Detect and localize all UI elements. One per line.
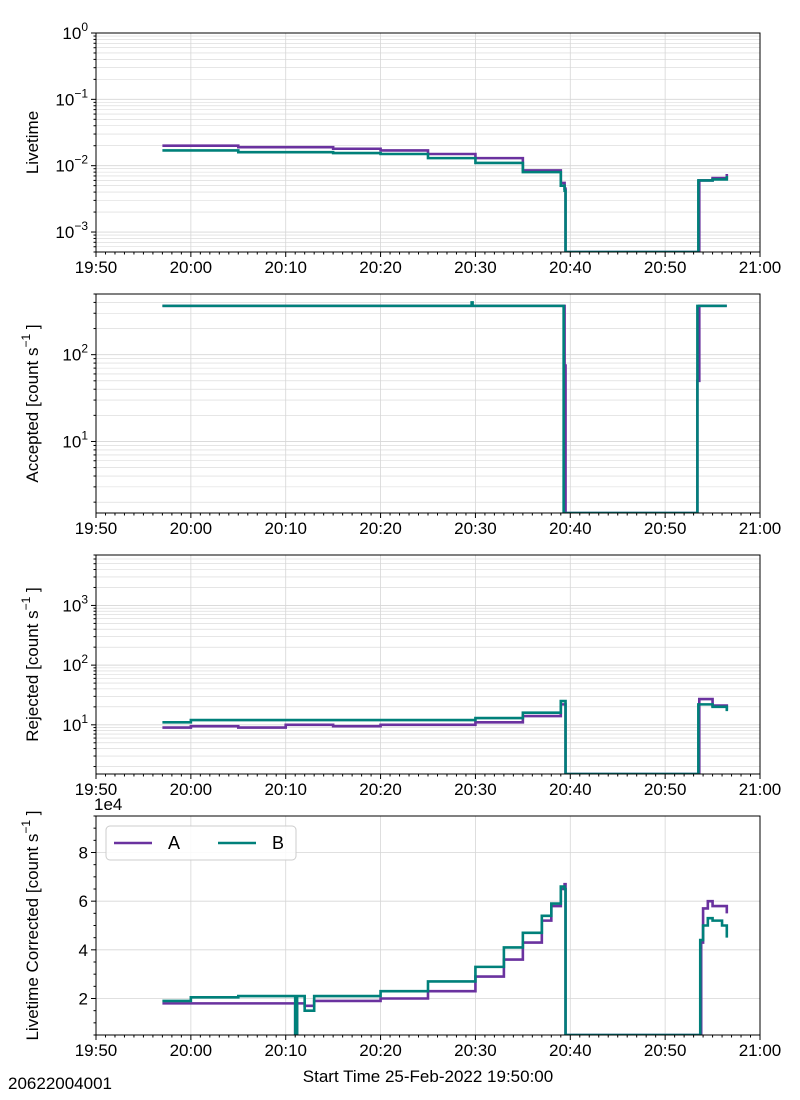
- legend-label-A: A: [168, 833, 180, 853]
- y-axis-ticks: [91, 554, 96, 768]
- x-tick-label: 20:30: [454, 780, 497, 799]
- x-tick-label: 20:50: [644, 519, 687, 538]
- chart-panel-3: 19:50 20:00 20:10 20:20 20:30 20:40 20:50 21:00…: [19, 554, 782, 799]
- axes-frame: [95, 32, 761, 253]
- series-line-B: [162, 885, 729, 1035]
- y-tick-label: 10−2: [55, 153, 88, 176]
- y-axis-label: Accepted [count s−1 ]: [19, 324, 42, 482]
- y-axis-ticks: [91, 32, 96, 253]
- x-tick-label: 20:00: [170, 780, 213, 799]
- x-tick-label: 20:00: [170, 519, 213, 538]
- y-tick-label: 10−3: [55, 219, 88, 242]
- x-tick-label: 20:10: [264, 258, 307, 277]
- x-tick-label: 20:20: [359, 519, 402, 538]
- x-tick-label: 20:50: [644, 258, 687, 277]
- x-axis-ticks: [95, 774, 761, 779]
- y-axis-label: Livetime Corrected [count s−1 ]: [19, 810, 42, 1040]
- series-line-A: [162, 697, 729, 774]
- x-tick-label: 20:10: [264, 1041, 307, 1060]
- x-axis-ticks: [95, 1035, 761, 1040]
- y-tick-label: 100: [62, 20, 88, 43]
- chart-panel-1: 19:50 20:00 20:10 20:20 20:30 20:40 20:50 21:00…: [23, 20, 781, 277]
- y-tick-label: 101: [62, 428, 88, 451]
- x-axis-label: Start Time 25-Feb-2022 19:50:00: [303, 1067, 553, 1086]
- x-tick-label: 20:40: [549, 780, 592, 799]
- x-tick-label: 20:00: [170, 258, 213, 277]
- y-tick-label: 4: [79, 941, 88, 960]
- x-tick-label: 20:20: [359, 258, 402, 277]
- x-tick-label: 20:40: [549, 258, 592, 277]
- axes-frame: [95, 554, 761, 775]
- y-tick-label: 101: [62, 712, 88, 735]
- x-tick-label: 19:50: [75, 258, 118, 277]
- x-tick-label: 19:50: [75, 780, 118, 799]
- y-tick-label: 103: [62, 592, 88, 615]
- legend-box: [105, 825, 297, 861]
- x-tick-label: 19:50: [75, 519, 118, 538]
- series-line-B: [162, 699, 729, 774]
- x-tick-label: 21:00: [739, 780, 782, 799]
- x-tick-label: 20:30: [454, 258, 497, 277]
- x-tick-label: 20:40: [549, 1041, 592, 1060]
- y-tick-label: 102: [62, 652, 88, 675]
- series-line-A: [162, 144, 729, 252]
- series-line-A: [162, 304, 727, 513]
- x-tick-label: 20:50: [644, 780, 687, 799]
- x-tick-label: 20:10: [264, 519, 307, 538]
- x-tick-label: 20:20: [359, 1041, 402, 1060]
- legend-label-B: B: [272, 833, 284, 853]
- x-tick-label: 20:40: [549, 519, 592, 538]
- x-axis-ticks: [95, 513, 761, 518]
- x-tick-label: 20:30: [454, 519, 497, 538]
- y-tick-label: 6: [79, 892, 88, 911]
- series-line-B: [162, 301, 727, 513]
- y-tick-label: 2: [79, 990, 88, 1009]
- series-line-A: [162, 882, 729, 1035]
- x-tick-label: 20:30: [454, 1041, 497, 1060]
- y-tick-label: 8: [79, 844, 88, 863]
- x-tick-label: 19:50: [75, 1041, 118, 1060]
- x-axis-ticks: [95, 252, 761, 257]
- observation-id: 20622004001: [8, 1074, 112, 1093]
- y-tick-label: 10−1: [55, 86, 88, 109]
- y-axis-label: Rejected [count s−1 ]: [19, 587, 42, 742]
- x-tick-label: 21:00: [739, 519, 782, 538]
- x-tick-label: 20:10: [264, 780, 307, 799]
- x-tick-label: 20:00: [170, 1041, 213, 1060]
- grid: [95, 554, 761, 774]
- y-axis-label: Livetime: [23, 111, 42, 174]
- y-tick-label: 102: [62, 342, 88, 365]
- series-line-B: [162, 149, 729, 252]
- x-tick-label: 21:00: [739, 1041, 782, 1060]
- grid: [95, 293, 761, 513]
- chart-panel-2: 19:50 20:00 20:10 20:20 20:30 20:40 20:50 21:00…: [19, 293, 782, 538]
- grid: [95, 32, 761, 253]
- y-offset-text: 1e4: [94, 795, 122, 814]
- x-tick-label: 20:20: [359, 780, 402, 799]
- x-tick-label: 21:00: [739, 258, 782, 277]
- y-axis-ticks: [91, 293, 96, 503]
- x-tick-label: 20:50: [644, 1041, 687, 1060]
- axes-frame: [95, 293, 761, 514]
- y-axis-ticks: [91, 815, 96, 1036]
